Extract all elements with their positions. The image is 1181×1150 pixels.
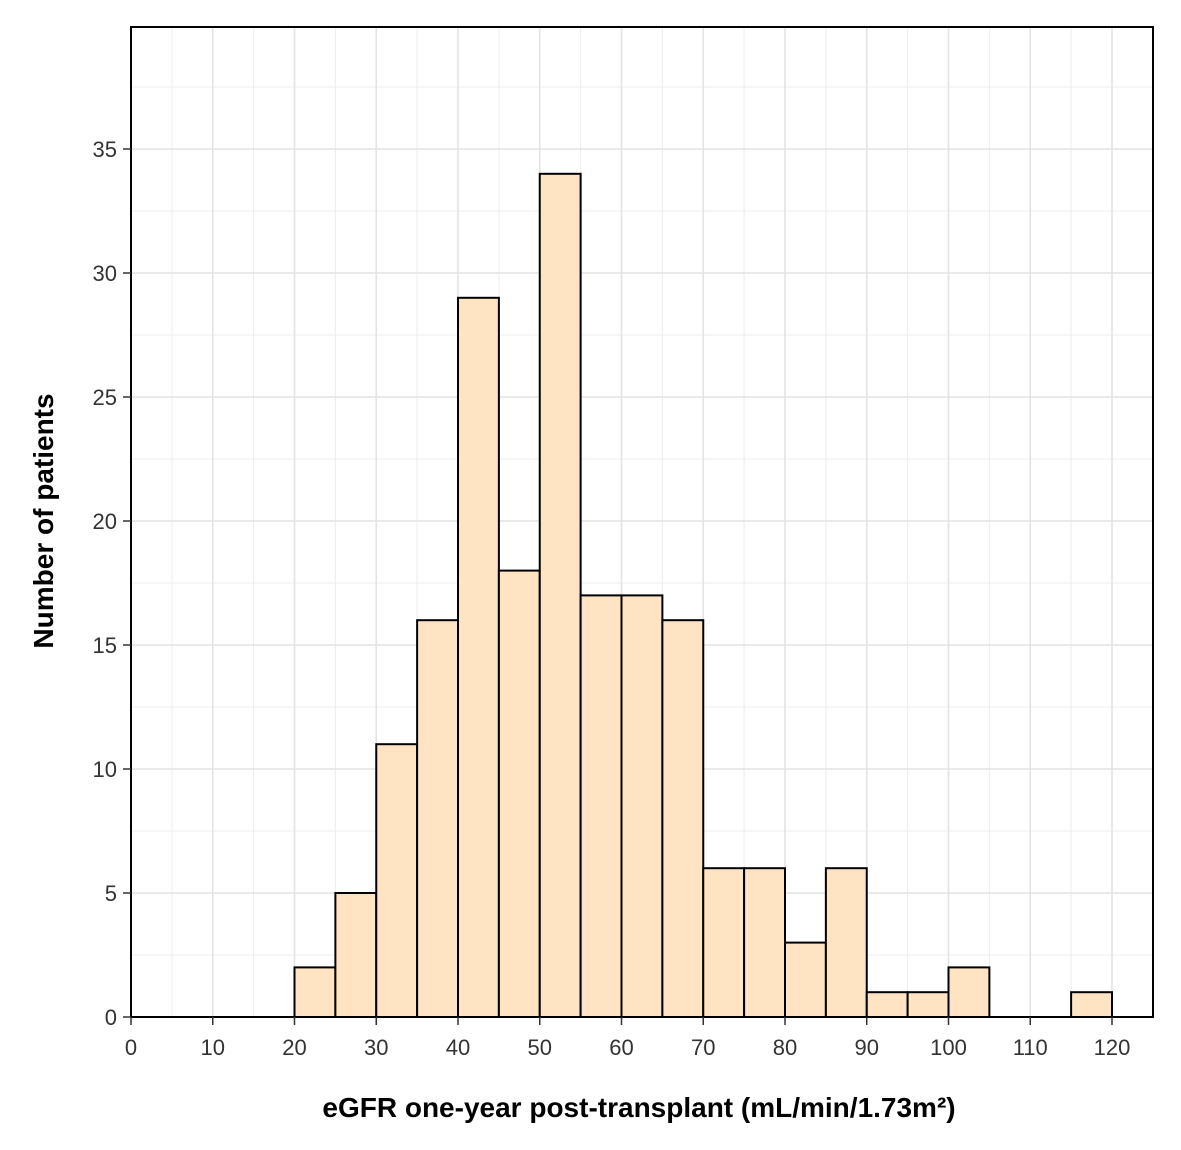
histogram-bars bbox=[293, 172, 1113, 1019]
y-tick-label: 0 bbox=[105, 1005, 117, 1030]
x-tick-label: 30 bbox=[364, 1035, 388, 1060]
histogram-bar bbox=[293, 966, 337, 1019]
histogram-bar bbox=[743, 867, 786, 1019]
y-tick-label: 20 bbox=[93, 509, 117, 534]
histogram-bar bbox=[865, 991, 909, 1019]
histogram-bar bbox=[334, 892, 378, 1018]
x-tick-label: 120 bbox=[1094, 1035, 1131, 1060]
y-tick-label: 5 bbox=[105, 881, 117, 906]
histogram-bar bbox=[375, 743, 419, 1018]
y-tick-label: 10 bbox=[93, 757, 117, 782]
x-tick-label: 0 bbox=[125, 1035, 137, 1060]
x-tick-label: 100 bbox=[930, 1035, 967, 1060]
histogram-bar bbox=[497, 569, 541, 1018]
histogram-bar bbox=[661, 619, 705, 1018]
x-tick-label: 90 bbox=[855, 1035, 879, 1060]
y-axis-title: Number of patients bbox=[28, 393, 59, 648]
x-tick-label: 50 bbox=[528, 1035, 552, 1060]
x-tick-label: 80 bbox=[773, 1035, 797, 1060]
y-tick-label: 35 bbox=[93, 137, 117, 162]
histogram-bar bbox=[457, 296, 500, 1018]
x-tick-label: 20 bbox=[282, 1035, 306, 1060]
x-tick-label: 70 bbox=[691, 1035, 715, 1060]
histogram-bar bbox=[784, 941, 827, 1018]
x-tick-label: 10 bbox=[201, 1035, 225, 1060]
histogram-bar bbox=[579, 594, 623, 1019]
histogram-bar bbox=[906, 991, 950, 1019]
histogram-bar bbox=[1070, 991, 1113, 1019]
x-axis: 0 10 20 30 40 50 60 70 80 90 100 110 120 bbox=[125, 1017, 1130, 1060]
histogram-bar bbox=[702, 867, 746, 1019]
histogram-bar bbox=[416, 619, 459, 1018]
y-axis: 0 5 10 15 20 25 30 35 bbox=[93, 137, 131, 1030]
histogram-bar bbox=[538, 172, 582, 1019]
y-tick-label: 30 bbox=[93, 261, 117, 286]
x-axis-title: eGFR one-year post-transplant (mL/min/1.… bbox=[322, 1092, 955, 1123]
x-tick-label: 60 bbox=[609, 1035, 633, 1060]
x-tick-label: 110 bbox=[1013, 1035, 1048, 1060]
x-tick-label: 40 bbox=[446, 1035, 470, 1060]
histogram-bar bbox=[620, 594, 664, 1019]
y-tick-label: 15 bbox=[93, 633, 117, 658]
plot-panel-border bbox=[130, 26, 1154, 1018]
histogram-bar bbox=[947, 966, 991, 1019]
histogram-bar bbox=[824, 867, 868, 1019]
y-tick-label: 25 bbox=[93, 385, 117, 410]
